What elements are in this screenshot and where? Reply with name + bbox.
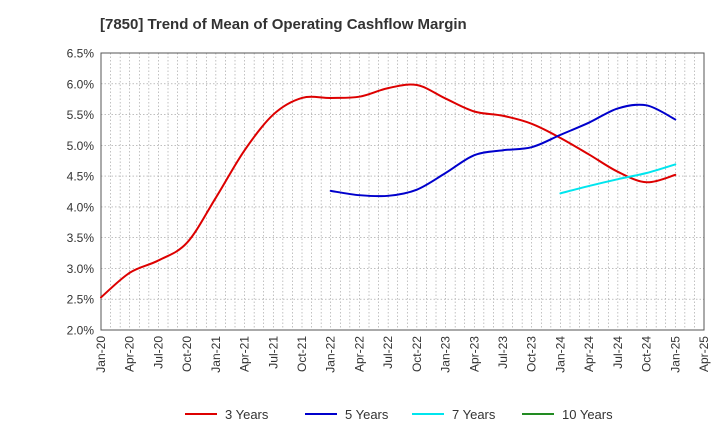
- legend-label-1: 3 Years: [225, 407, 269, 422]
- x-tick-label: Jul-24: [611, 336, 625, 369]
- y-tick-label: 5.5%: [67, 108, 95, 122]
- y-tick-label: 6.0%: [67, 77, 95, 91]
- x-tick-label: Jan-25: [668, 336, 682, 373]
- plot-area: [101, 53, 704, 330]
- x-tick-label: Jan-21: [209, 336, 223, 373]
- y-tick-label: 2.5%: [67, 293, 95, 307]
- x-tick-label: Oct-23: [525, 336, 539, 372]
- x-tick-label: Apr-23: [467, 336, 481, 372]
- x-tick-label: Apr-22: [352, 336, 366, 372]
- legend-label-4: 10 Years: [562, 407, 613, 422]
- x-tick-label: Jan-20: [94, 336, 108, 373]
- x-tick-label: Apr-20: [123, 336, 137, 372]
- x-tick-label: Jan-22: [324, 336, 338, 373]
- y-tick-label: 4.5%: [67, 170, 95, 184]
- series-line-2: [329, 103, 677, 198]
- plot-frame: [100, 52, 705, 331]
- x-tick-label: Apr-21: [238, 336, 252, 372]
- y-tick-label: 5.0%: [67, 139, 95, 153]
- x-tick-label: Apr-25: [697, 336, 711, 372]
- x-tick-label: Jul-22: [381, 336, 395, 369]
- x-tick-label: Jul-23: [496, 336, 510, 369]
- y-tick-label: 3.5%: [67, 231, 95, 245]
- chart-title: [7850] Trend of Mean of Operating Cashfl…: [100, 16, 467, 33]
- x-tick-label: Oct-20: [180, 336, 194, 372]
- x-tick-label: Jul-21: [266, 336, 280, 369]
- series-line-3: [559, 163, 677, 195]
- legend-label-2: 5 Years: [345, 407, 389, 422]
- legend-label-3: 7 Years: [452, 407, 496, 422]
- y-tick-label: 2.0%: [67, 324, 95, 338]
- y-tick-label: 6.5%: [67, 47, 95, 61]
- x-tick-label: Oct-24: [640, 336, 654, 372]
- series-line-1: [100, 83, 677, 299]
- y-tick-label: 4.0%: [67, 200, 95, 214]
- x-tick-label: Jan-23: [439, 336, 453, 373]
- y-tick-label: 3.0%: [67, 262, 95, 276]
- x-tick-label: Oct-21: [295, 336, 309, 372]
- x-tick-label: Jul-20: [151, 336, 165, 369]
- x-tick-label: Jan-24: [553, 336, 567, 373]
- x-tick-label: Apr-24: [582, 336, 596, 372]
- x-tick-label: Oct-22: [410, 336, 424, 372]
